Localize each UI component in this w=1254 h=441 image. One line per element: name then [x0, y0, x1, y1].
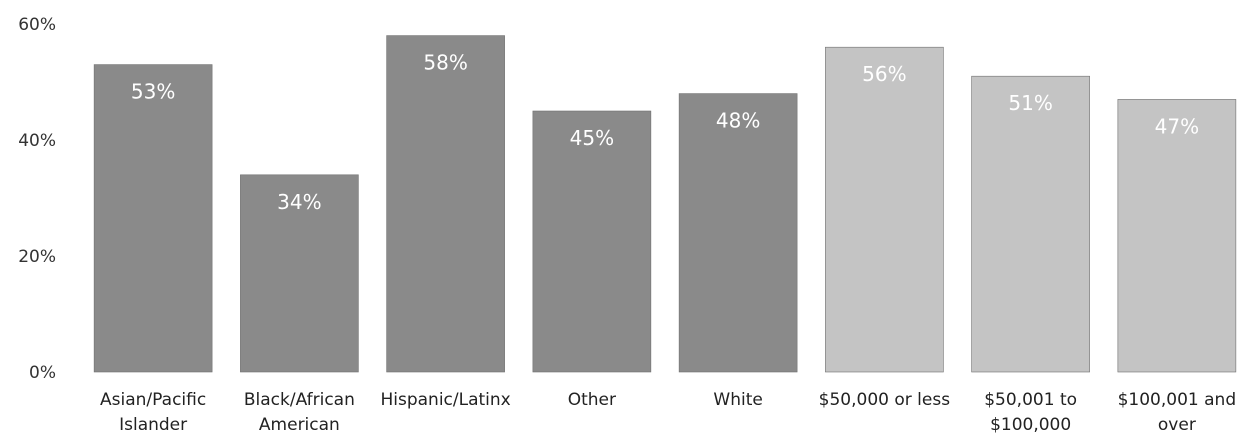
x-tick-label: White [713, 390, 762, 410]
data-label: 56% [862, 62, 906, 86]
x-tick-label: over [1158, 415, 1196, 435]
data-label: 34% [277, 190, 321, 214]
x-tick-label: American [259, 415, 340, 435]
bar [971, 75, 1090, 373]
bar [532, 110, 652, 373]
data-label: 58% [423, 51, 467, 75]
x-tick-label: Other [568, 390, 616, 410]
x-tick-label: Black/African [244, 390, 355, 410]
bars: 53% 34% 58% 45% 48% 56% 51% 47% [93, 35, 1237, 373]
bar [93, 64, 213, 373]
bar [240, 174, 359, 373]
x-axis: Asian/Pacific Islander Black/African Americ… [100, 390, 1236, 435]
y-axis: 0% 20% 40% 60% [18, 15, 56, 383]
x-tick-label: $100,001 and [1118, 390, 1237, 410]
x-tick-label: Islander [119, 415, 187, 435]
y-tick-label: 40% [18, 131, 56, 151]
y-tick-label: 60% [18, 15, 56, 35]
bar [386, 35, 505, 373]
data-label: 45% [570, 126, 614, 150]
y-tick-label: 20% [18, 247, 56, 267]
x-tick-label: Hispanic/Latinx [380, 390, 510, 410]
data-label: 47% [1155, 114, 1199, 138]
y-tick-label: 0% [29, 363, 56, 383]
data-label: 48% [716, 109, 760, 133]
x-tick-label: $100,000 [990, 415, 1071, 435]
x-tick-label: Asian/Pacific [100, 390, 206, 410]
x-tick-label: $50,000 or less [819, 390, 951, 410]
data-label: 53% [131, 80, 175, 104]
bar [1117, 99, 1237, 373]
bar [825, 46, 944, 373]
data-label: 51% [1008, 91, 1052, 115]
x-tick-label: $50,001 to [984, 390, 1077, 410]
bar [678, 93, 798, 373]
